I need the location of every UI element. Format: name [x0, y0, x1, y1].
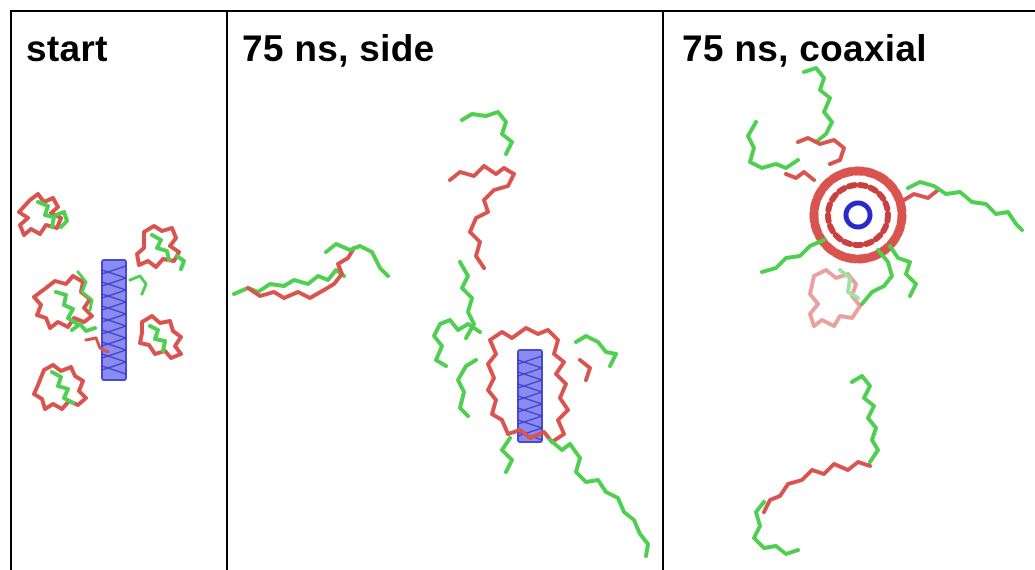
peptide-strand-bottom: [500, 436, 650, 558]
carbon-nanotube: [517, 349, 543, 443]
panel-side: 75 ns, side: [226, 10, 662, 570]
molecular-scene-side: [232, 110, 650, 558]
peptide-strands-upper: [746, 66, 846, 170]
peptide-faded-cluster: [808, 268, 862, 328]
peptide-strand-lower: [752, 374, 880, 556]
carbon-nanotube-coaxial: [843, 200, 873, 230]
panel-start: start: [10, 10, 226, 570]
peptide-arms: [760, 180, 1024, 306]
peptide-cluster-1: [17, 192, 69, 237]
peptide-cluster-5: [32, 363, 88, 411]
peptide-cluster-2: [135, 224, 186, 271]
peptide-cluster-around-tube: [432, 318, 618, 444]
panel-title-coaxial: 75 ns, coaxial: [682, 28, 927, 69]
carbon-nanotube: [101, 259, 127, 381]
panel-coaxial: 75 ns, coaxial: [662, 10, 1035, 570]
peptide-strand-top: [448, 110, 516, 340]
panel-title-start: start: [26, 28, 108, 69]
peptide-cluster-3: [32, 274, 97, 333]
top-border: [10, 10, 1035, 12]
peptide-cluster-4: [138, 314, 183, 360]
panel-title-side: 75 ns, side: [242, 28, 435, 69]
peptide-ring-around-tube: [784, 166, 940, 264]
peptide-strands-center: [76, 270, 148, 354]
molecular-scene-start: [17, 192, 186, 411]
peptide-strand-left: [232, 242, 390, 300]
molecular-scene-coaxial: [746, 66, 1024, 556]
